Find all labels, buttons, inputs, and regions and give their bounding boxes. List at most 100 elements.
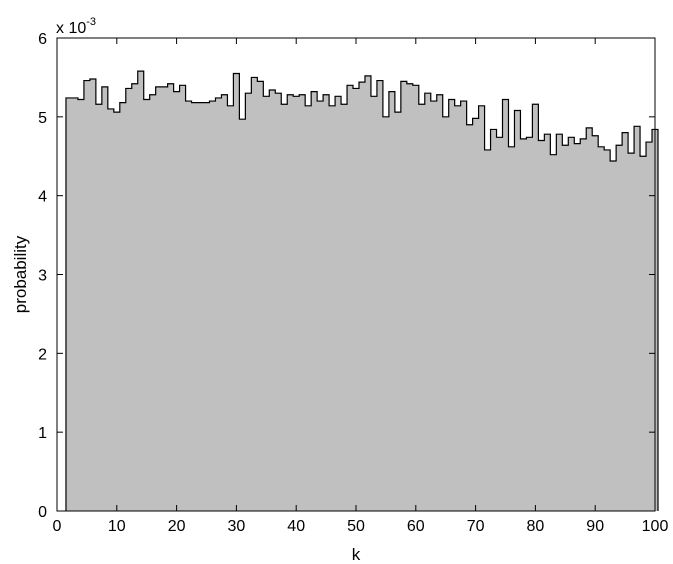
histogram-bar <box>580 138 587 511</box>
histogram-bar <box>239 119 246 511</box>
histogram-bar <box>520 138 527 511</box>
histogram-bar <box>634 126 641 511</box>
histogram-bar <box>149 94 157 511</box>
x-tick-label: 40 <box>287 518 305 535</box>
histogram-bar <box>143 99 151 512</box>
histogram-bar <box>185 101 192 512</box>
histogram-bar <box>251 77 258 512</box>
histogram-bar <box>526 137 533 511</box>
histogram-bar <box>71 97 79 511</box>
histogram-bar <box>562 145 569 512</box>
histogram-bar <box>574 143 581 512</box>
histogram-bar <box>347 85 354 512</box>
axes: 0 10 20 30 40 50 60 70 80 90 100 0 1 2 3 4 5 6 <box>38 31 668 535</box>
histogram-bar <box>628 153 635 511</box>
histogram-bar <box>442 116 450 511</box>
y-scale-exponent: -3 <box>86 16 96 28</box>
histogram-bar <box>622 132 629 511</box>
histogram-bar <box>400 81 408 511</box>
histogram-bar <box>281 104 288 511</box>
histogram-bar <box>293 96 300 511</box>
x-tick-label: 80 <box>527 518 545 535</box>
x-tick-label: 100 <box>642 518 669 535</box>
histogram-bar <box>490 129 497 512</box>
histogram-bar <box>412 85 420 512</box>
histogram-bar <box>305 105 312 512</box>
histogram-bar <box>275 93 282 511</box>
axis-labels: k probability x 10-3 <box>11 16 361 564</box>
histogram-bar <box>257 81 264 511</box>
histogram-bar <box>335 96 342 511</box>
y-tick-label: 0 <box>38 504 47 521</box>
histogram-bar <box>155 86 163 512</box>
histogram-bar <box>125 88 133 511</box>
histogram-bar <box>496 137 503 511</box>
histogram-bar <box>323 94 330 511</box>
histogram-bar <box>119 102 127 511</box>
histogram-bar <box>508 146 515 512</box>
histogram-bar <box>556 134 563 511</box>
histogram-bar <box>353 88 360 511</box>
histogram-bar <box>406 83 414 512</box>
histogram-bar <box>502 99 509 512</box>
histogram-bar <box>364 75 372 511</box>
histogram-bar <box>436 94 444 511</box>
histogram-bar <box>460 101 468 512</box>
histogram-bar <box>448 99 456 512</box>
histogram-bar <box>616 145 623 512</box>
histogram-bar <box>568 137 575 511</box>
histogram-bar <box>227 105 234 512</box>
histogram-bar <box>532 104 539 511</box>
histogram-bar <box>484 149 491 511</box>
histogram-bar <box>173 91 180 512</box>
histogram-bar <box>382 116 390 511</box>
histogram-bar <box>137 71 145 512</box>
histogram-bar <box>586 127 593 512</box>
x-tick-label: 90 <box>586 518 604 535</box>
x-tick-label: 70 <box>467 518 485 535</box>
histogram-bar <box>233 73 240 511</box>
x-tick-label: 0 <box>53 518 62 535</box>
histogram-bar <box>646 142 653 511</box>
histogram-bar <box>418 104 426 511</box>
histogram-bar <box>245 93 252 511</box>
y-scale-multiplier: x 10-3 <box>56 16 96 37</box>
histogram-bar <box>341 104 348 511</box>
histogram-bar <box>376 80 384 511</box>
histogram-bar <box>287 94 294 511</box>
histogram-bar <box>167 83 175 512</box>
histogram-bar <box>538 140 545 511</box>
y-tick-label: 2 <box>38 346 47 363</box>
histogram-bars <box>65 71 659 512</box>
y-tick-label: 3 <box>38 268 47 285</box>
histogram-bar <box>83 80 91 511</box>
histogram-bar <box>478 105 485 512</box>
y-tick-label: 1 <box>38 425 47 442</box>
x-axis-label: k <box>352 545 361 564</box>
histogram-bar <box>113 112 121 511</box>
histogram-bar <box>65 97 73 511</box>
histogram-bar <box>640 156 647 511</box>
y-tick-label: 4 <box>38 189 47 206</box>
x-tick-label: 10 <box>108 518 126 535</box>
histogram-bar <box>317 101 324 512</box>
histogram-bar <box>215 97 222 511</box>
x-tick-label: 20 <box>168 518 186 535</box>
histogram-bar <box>592 135 599 511</box>
histogram-bar <box>394 112 402 511</box>
y-tick-label: 5 <box>38 110 47 127</box>
histogram-bar <box>89 78 97 511</box>
histogram-bar <box>77 99 85 512</box>
histogram-bar <box>454 105 462 512</box>
histogram-bar <box>179 85 186 512</box>
histogram-bar <box>388 91 396 512</box>
histogram-bar <box>299 94 306 511</box>
x-tick-label: 30 <box>228 518 246 535</box>
histogram-bar <box>203 102 210 511</box>
histogram-bar <box>598 146 605 512</box>
histogram-bar <box>544 134 551 511</box>
histogram-bar <box>269 90 276 511</box>
histogram-bar <box>358 82 366 511</box>
